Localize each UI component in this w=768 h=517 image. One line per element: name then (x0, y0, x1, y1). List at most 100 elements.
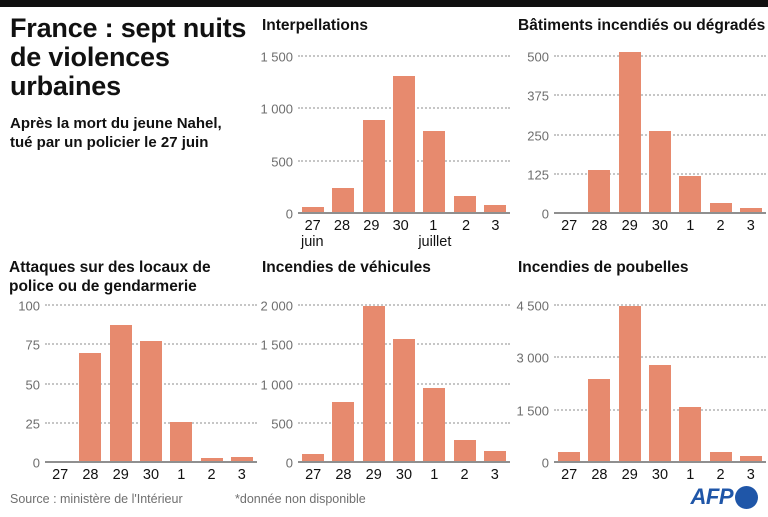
top-black-bar (0, 0, 768, 7)
x-tick-label: 29 (365, 467, 382, 483)
bar-batiments-1 (679, 176, 702, 214)
bar-interpellations-2 (453, 195, 476, 214)
x-axis-line (298, 461, 510, 463)
bar-interpellations-29 (362, 120, 385, 214)
x-tick-label: 28 (335, 467, 352, 483)
x-axis-line (554, 461, 766, 463)
bar-attaques-police-gendarmerie-30 (139, 340, 162, 463)
bar-incendies-vehicules-27 (302, 454, 325, 463)
chart-title: Attaques sur des locaux de police ou de … (9, 259, 211, 295)
bar-incendies-poubelles-3 (739, 456, 762, 463)
gridline (298, 55, 510, 57)
plot-area (298, 304, 510, 463)
x-tick-label: 30 (651, 467, 669, 483)
x-tick-label: 2 (716, 218, 725, 234)
x-tick-label: 29 (112, 467, 129, 483)
bar-incendies-vehicules-1 (423, 388, 446, 463)
page-title-line-2: de violences (10, 42, 170, 72)
y-tick-label: 100 (18, 298, 40, 314)
x-tick-label: 28 (333, 218, 351, 234)
gridline (298, 304, 510, 306)
x-axis-labels: 27 juin 28 29 30 1 juillet 2 3 (298, 218, 510, 250)
bar-batiments-28 (588, 170, 611, 214)
plot-area (298, 55, 510, 214)
x-tick-label: 29 (363, 218, 380, 234)
x-tick-label: 27 (52, 467, 69, 483)
bar-incendies-poubelles-1 (679, 407, 702, 463)
x-tick-label: 2 (461, 218, 471, 234)
plot-area (554, 52, 766, 214)
bar-incendies-poubelles-2 (709, 451, 732, 463)
afp-logo-text: AFP (690, 484, 734, 509)
x-tick-label: 30 (395, 467, 413, 483)
footnote-text: *donnée non disponible (235, 492, 366, 506)
x-month-label: juin (301, 234, 324, 250)
plot-area (554, 304, 766, 463)
x-tick-label: 29 (621, 467, 638, 483)
x-tick-label: 27 (305, 467, 322, 483)
x-tick-label: 3 (746, 467, 755, 483)
x-tick-label: 1 (686, 467, 695, 483)
bar-attaques-police-gendarmerie-28 (79, 353, 102, 463)
x-tick-label: 30 (142, 467, 160, 483)
chart-incendies-vehicules: Incendies de véhicules 0 500 1 000 1 500 2 0… (258, 258, 510, 483)
x-axis-line (554, 212, 766, 214)
y-tick-label: 1 000 (260, 101, 293, 117)
source-text: Source : ministère de l'Intérieur (10, 492, 183, 506)
x-axis-labels: 27 28 29 30 1 2 3 (298, 467, 510, 483)
y-tick-label: 3 000 (516, 350, 549, 366)
bars (298, 57, 510, 214)
bar-attaques-police-gendarmerie-29 (109, 324, 132, 463)
x-tick-label: 27 (304, 218, 321, 234)
gridline (554, 356, 766, 359)
bars (554, 52, 766, 214)
y-tick-label: 0 (541, 455, 549, 471)
x-tick-label: 1 (686, 218, 695, 234)
x-tick-label: 1 (177, 467, 186, 483)
bar-incendies-vehicules-2 (453, 440, 476, 463)
chart-title: Incendies de poubelles (518, 259, 689, 276)
y-axis: 0 500 1 000 1 500 (258, 51, 298, 221)
x-tick-label: 27 (561, 467, 578, 483)
x-tick-label: 2 (716, 467, 725, 483)
y-tick-label: 1 500 (260, 49, 293, 65)
y-tick-label: 50 (25, 377, 40, 392)
bar-incendies-vehicules-29 (362, 306, 385, 463)
x-axis-labels: 27 28 29 30 1 2 3 (45, 467, 257, 483)
bar-interpellations-30 (392, 75, 415, 214)
chart-title: Bâtiments incendiés ou dégradés (518, 17, 766, 34)
bar-incendies-vehicules-3 (483, 451, 506, 463)
chart-title: Incendies de véhicules (262, 259, 431, 276)
bar-interpellations-27 (302, 206, 325, 214)
page-subtitle-line-2: tué par un policier le 27 juin (10, 134, 209, 151)
afp-logo-circle-icon (735, 485, 758, 509)
y-tick-label: 25 (25, 416, 40, 432)
x-tick-label: 3 (237, 467, 246, 483)
y-tick-label: 0 (541, 206, 549, 222)
page-subtitle: Après la mort du jeune Nahel, tué par un… (10, 114, 260, 152)
bar-batiments-29 (618, 52, 641, 214)
x-month-label: juillet (418, 234, 452, 250)
bar-attaques-police-gendarmerie-1 (170, 422, 193, 463)
y-tick-label: 1 500 (260, 337, 293, 353)
page-title-line-1: France : sept nuits (10, 13, 247, 43)
bars (45, 306, 257, 463)
x-tick-label: 30 (651, 218, 669, 234)
chart-attaques-police: Attaques sur des locaux de police ou de … (5, 258, 257, 483)
bar-interpellations-3 (483, 204, 506, 214)
page-title-line-3: urbaines (10, 71, 121, 101)
bar-incendies-poubelles-28 (588, 379, 611, 463)
gridline (554, 94, 766, 97)
bar-interpellations-1 (423, 131, 446, 214)
gridline (554, 304, 766, 306)
y-tick-label: 75 (25, 337, 40, 353)
x-tick-label: 2 (460, 467, 469, 483)
x-tick-label: 28 (82, 467, 99, 483)
x-tick-label: 27 (561, 218, 578, 234)
chart-batiments-incendies: Bâtiments incendiés ou dégradés 0 125 250 3… (514, 16, 766, 234)
y-tick-label: 250 (527, 128, 549, 143)
x-tick-label: 3 (491, 218, 500, 234)
y-tick-label: 500 (271, 416, 293, 432)
y-axis: 0 1 500 3 000 4 500 (514, 300, 554, 470)
